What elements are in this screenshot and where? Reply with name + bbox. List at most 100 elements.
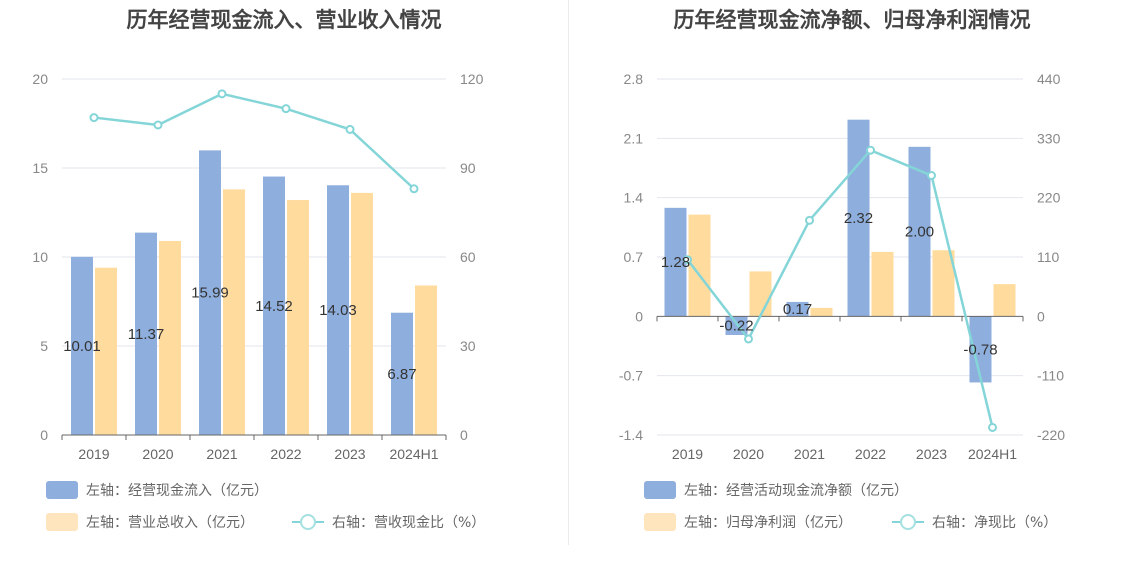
bar-secondary (287, 200, 309, 435)
x-tick-label: 2019 (672, 446, 703, 462)
bar-primary (71, 256, 93, 435)
bar-data-label: 0.17 (783, 301, 812, 318)
bar-data-label: 15.99 (191, 285, 229, 302)
legend-swatch-blue (644, 481, 676, 499)
y-tick-label: -1.4 (619, 427, 643, 443)
y2-tick-label: 440 (1037, 71, 1061, 87)
x-tick-label: 2022 (270, 446, 301, 462)
bar-secondary (159, 240, 181, 435)
y-tick-label: -0.7 (619, 368, 643, 384)
bar-secondary (223, 189, 245, 435)
x-tick-label: 2024H1 (389, 446, 438, 462)
bar-secondary (749, 271, 772, 317)
bar-secondary (688, 214, 711, 317)
legend-label: 左轴：经营活动现金流净额（亿元） (684, 483, 908, 499)
bar-primary (327, 185, 349, 435)
bar-data-label: 11.37 (128, 326, 164, 343)
legend-item-cash-inflow[interactable]: 左轴：经营现金流入（亿元） (46, 480, 268, 500)
y-tick-label: 2.1 (624, 130, 644, 146)
y-tick-label: 15 (32, 160, 48, 176)
chart-title-right: 历年经营现金流净额、归母净利润情况 (673, 8, 1031, 32)
y2-tick-label: 90 (460, 160, 476, 176)
y-tick-label: 0 (635, 308, 643, 324)
bar-data-label: 2.00 (905, 224, 934, 241)
bar-data-label: 10.01 (63, 338, 101, 355)
bar-primary (786, 301, 809, 317)
line-series (686, 148, 994, 428)
bar-secondary (415, 285, 437, 435)
legend-swatch-orange (46, 513, 78, 531)
chart-title-left: 历年经营现金流入、营业收入情况 (126, 8, 442, 32)
line-point (217, 89, 227, 99)
x-tick-label: 2022 (855, 446, 886, 462)
y2-tick-label: 0 (1037, 308, 1045, 324)
legend-item-cash-ratio[interactable]: 右轴：营收现金比（%） (292, 512, 485, 532)
bar-secondary (871, 251, 894, 317)
y-tick-label: 1.4 (624, 190, 644, 206)
legend-item-net-cash-ratio[interactable]: 右轴：净现比（%） (892, 512, 1057, 532)
y2-tick-label: -110 (1037, 368, 1064, 384)
bar-data-label: 2.32 (844, 210, 873, 227)
net-cashflow-profit-chart: -1.4 -0.7 0 0.7 1.4 2.1 2.8 -220 -110 0 110 220 330 4… (619, 71, 1065, 462)
line-point (281, 104, 291, 114)
legend-line-icon (292, 513, 324, 531)
line-point (805, 215, 814, 225)
x-tick-label: 2020 (733, 446, 764, 462)
legend-label: 右轴：净现比（%） (932, 515, 1058, 531)
x-tick-label: 2021 (206, 446, 237, 462)
bar-primary (969, 316, 992, 383)
y-tick-label: 0.7 (624, 249, 644, 265)
y2-tick-label: 0 (460, 427, 468, 443)
y-tick-label: 20 (32, 71, 48, 87)
panel-divider (568, 0, 569, 545)
x-tick-label: 2023 (334, 446, 365, 462)
bar-data-label: 6.87 (387, 366, 416, 383)
y-tick-label: 2.8 (624, 71, 644, 87)
line-point (153, 120, 163, 130)
bar-primary (135, 232, 157, 435)
bar-data-label: -0.78 (963, 341, 997, 358)
y2-tick-label: 220 (1037, 190, 1061, 206)
y2-tick-label: 120 (460, 71, 484, 87)
y2-tick-label: 110 (1037, 249, 1060, 265)
bar-secondary (993, 284, 1016, 317)
bar-secondary (810, 307, 833, 317)
y2-tick-label: -220 (1037, 427, 1065, 443)
bar-data-label: 14.03 (319, 302, 357, 319)
left-chart-panel: 历年经营现金流入、营业收入情况 0 5 10 15 20 0 30 60 90 120 2019 20… (32, 8, 485, 532)
bar-primary (908, 146, 931, 317)
x-tick-label: 2021 (794, 446, 825, 462)
legend-item-net-profit[interactable]: 左轴：归母净利润（亿元） (644, 512, 852, 532)
legend-swatch-orange (644, 513, 676, 531)
right-chart-panel: 历年经营现金流净额、归母净利润情况 -1.4 -0.7 0 0.7 1.4 2.1 2.8 -… (570, 0, 1134, 582)
line-point (988, 422, 997, 432)
line-point (866, 145, 875, 155)
x-tick-label: 2019 (78, 446, 109, 462)
bar-secondary (95, 267, 117, 435)
y2-tick-label: 30 (460, 338, 476, 354)
bar-primary (199, 150, 221, 436)
y-tick-label: 0 (40, 427, 48, 443)
y-tick-label: 10 (32, 249, 48, 265)
x-tick-label: 2024H1 (968, 446, 1017, 462)
bar-secondary (932, 250, 955, 317)
legend-label: 左轴：营业总收入（亿元） (86, 515, 254, 531)
bar-secondary (351, 192, 373, 435)
legend-line-icon (892, 513, 924, 531)
legend-label: 左轴：归母净利润（亿元） (684, 515, 852, 531)
line-series (93, 92, 415, 190)
cash-inflow-revenue-chart: 0 5 10 15 20 0 30 60 90 120 2019 2020 2021 2022 2023 20… (32, 71, 484, 462)
line-point (927, 171, 936, 181)
line-point (89, 113, 99, 123)
bar-primary (263, 176, 285, 435)
legend-item-revenue[interactable]: 左轴：营业总收入（亿元） (46, 512, 254, 532)
line-point (345, 124, 355, 134)
x-tick-label: 2020 (142, 446, 173, 462)
line-point (744, 334, 753, 344)
bar-primary (391, 312, 413, 435)
line-point (683, 255, 692, 265)
legend-item-net-cashflow[interactable]: 左轴：经营活动现金流净额（亿元） (644, 480, 908, 500)
bar-primary (664, 207, 687, 317)
legend-label: 左轴：经营现金流入（亿元） (86, 483, 268, 499)
